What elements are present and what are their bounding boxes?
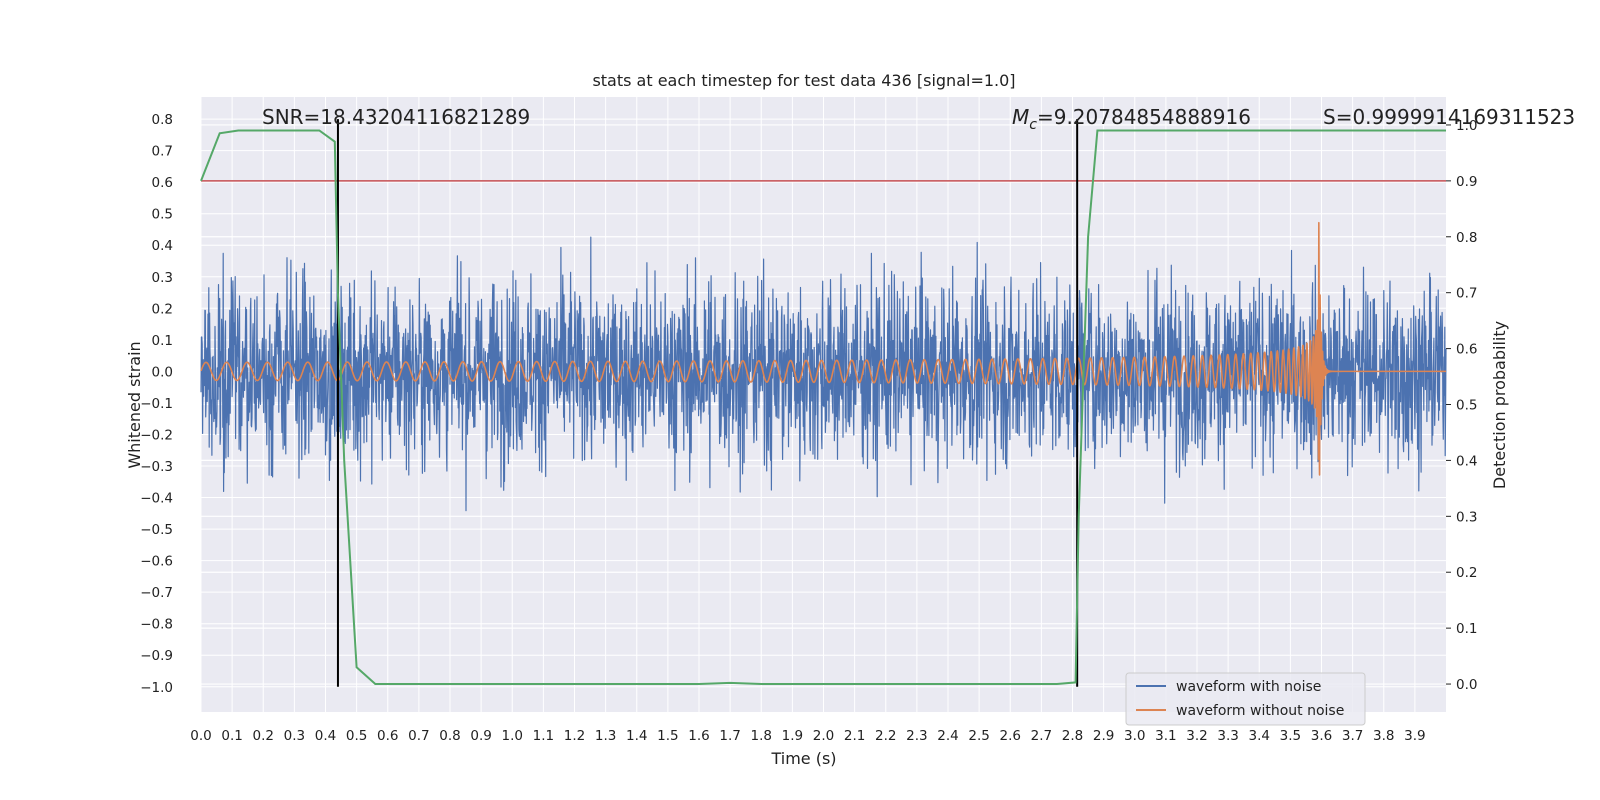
- y-tick-label: 0.0: [152, 364, 173, 380]
- x-tick-label: 1.5: [657, 728, 678, 744]
- y-tick-label: −0.3: [140, 459, 173, 475]
- x-tick-label: 3.3: [1217, 728, 1238, 744]
- y-tick-label: 0.4: [152, 238, 173, 254]
- detection-probability-line: [200, 129, 1446, 685]
- y-tick-label: 0.7: [152, 144, 173, 160]
- x-tick-label: 3.6: [1311, 728, 1332, 744]
- x-tick-label: 3.1: [1155, 728, 1176, 744]
- x-tick-label: 0.8: [439, 728, 460, 744]
- s-annotation: S=0.9999914169311523: [1323, 105, 1575, 129]
- y-axis-label: Whitened strain: [125, 341, 144, 468]
- waveform-with-noise-line: [200, 236, 1447, 512]
- x-tick-label: 0.1: [221, 728, 242, 744]
- axes: 0.0 0.1 0.2 0.3 0.4 0.5 0.6 0.7 0.8 0.9 1.0 1.1 1.2 1…: [140, 112, 1477, 744]
- y-tick-label: −0.7: [140, 585, 173, 601]
- chirp-mass-symbol: M: [1012, 105, 1029, 129]
- y2-tick-label: 1.0: [1456, 118, 1477, 134]
- y-tick-label: −0.5: [140, 522, 173, 538]
- y-tick-label: 0.2: [152, 301, 173, 317]
- x-tick-label: 0.3: [284, 728, 305, 744]
- y2-tick-label: 0.9: [1456, 174, 1477, 190]
- x-tick-label: 2.2: [875, 728, 896, 744]
- y2-tick-label: 0.8: [1456, 230, 1477, 246]
- x-tick-label: 1.2: [564, 728, 585, 744]
- x-tick-label: 1.9: [782, 728, 803, 744]
- y-tick-label: 0.8: [152, 112, 173, 128]
- x-tick-label: 2.1: [844, 728, 865, 744]
- x-tick-label: 3.8: [1373, 728, 1394, 744]
- chart-title: stats at each timestep for test data 436…: [592, 71, 1015, 90]
- x-tick-label: 1.8: [751, 728, 772, 744]
- y-tick-label: −1.0: [140, 680, 173, 696]
- x-tick-label: 3.4: [1249, 728, 1270, 744]
- y2-tick-label: 0.3: [1456, 509, 1477, 525]
- y2-tick-label: 0.6: [1456, 342, 1477, 358]
- x-tick-label: 0.4: [315, 728, 336, 744]
- legend: waveform with noise waveform without noi…: [1125, 672, 1366, 726]
- x-tick-label: 2.8: [1062, 728, 1083, 744]
- x-tick-label: 2.3: [906, 728, 927, 744]
- y-tick-label: 0.1: [152, 333, 173, 349]
- legend-box: [1125, 672, 1366, 726]
- y-tick-label: −0.6: [140, 554, 173, 570]
- y2-tick-label: 0.2: [1456, 565, 1477, 581]
- y-tick-label: 0.5: [152, 207, 173, 223]
- y2-axis-label: Detection probability: [1490, 321, 1509, 489]
- x-tick-label: 0.5: [346, 728, 367, 744]
- y-tick-label: 0.3: [152, 270, 173, 286]
- x-tick-label: 3.0: [1124, 728, 1145, 744]
- x-tick-label: 0.2: [253, 728, 274, 744]
- chirp-mass-value: =9.20784854888916: [1037, 105, 1251, 129]
- chirp-mass-subscript: c: [1029, 117, 1037, 133]
- x-tick-label: 1.3: [595, 728, 616, 744]
- x-tick-label: 2.7: [1031, 728, 1052, 744]
- y-tick-label: −0.2: [140, 427, 173, 443]
- x-tick-label: 3.9: [1404, 728, 1425, 744]
- waveform-without-noise-line: [200, 221, 1447, 476]
- y-tick-label: −0.4: [140, 491, 173, 507]
- x-tick-label: 2.0: [813, 728, 834, 744]
- series-waveform-with-noise: [200, 236, 1447, 512]
- y2-tick-label: 0.7: [1456, 286, 1477, 302]
- y2-tick-label: 0.5: [1456, 398, 1477, 414]
- snr-annotation: SNR=18.43204116821289: [262, 105, 530, 129]
- legend-label-noise: waveform with noise: [1176, 679, 1321, 695]
- x-tick-label: 0.6: [377, 728, 398, 744]
- y-tick-label: −0.8: [140, 617, 173, 633]
- x-tick-label: 1.0: [502, 728, 523, 744]
- y2-tick-label: 0.1: [1456, 621, 1477, 637]
- y-tick-label: −0.1: [140, 396, 173, 412]
- x-tick-label: 1.1: [533, 728, 554, 744]
- x-tick-label: 2.9: [1093, 728, 1114, 744]
- y-tick-label: 0.6: [152, 175, 173, 191]
- series-waveform-without-noise: [200, 221, 1447, 476]
- x-tick-label: 2.4: [937, 728, 958, 744]
- x-tick-label: 1.4: [626, 728, 647, 744]
- x-tick-label: 3.5: [1280, 728, 1301, 744]
- y-tick-label: −0.9: [140, 648, 173, 664]
- x-tick-label: 3.7: [1342, 728, 1363, 744]
- x-tick-label: 1.7: [719, 728, 740, 744]
- chirp-mass-annotation: Mc=9.20784854888916: [1012, 105, 1251, 133]
- y2-tick-label: 0.0: [1456, 677, 1477, 693]
- x-tick-label: 1.6: [688, 728, 709, 744]
- x-axis-label: Time (s): [770, 749, 836, 768]
- x-tick-label: 2.6: [1000, 728, 1021, 744]
- y2-tick-label: 0.4: [1456, 453, 1477, 469]
- series-detection-probability: [200, 129, 1446, 685]
- x-tick-label: 0.0: [190, 728, 211, 744]
- x-tick-label: 0.9: [470, 728, 491, 744]
- x-tick-label: 3.2: [1186, 728, 1207, 744]
- x-tick-label: 2.5: [968, 728, 989, 744]
- x-tick-label: 0.7: [408, 728, 429, 744]
- legend-label-clean: waveform without noise: [1176, 703, 1344, 719]
